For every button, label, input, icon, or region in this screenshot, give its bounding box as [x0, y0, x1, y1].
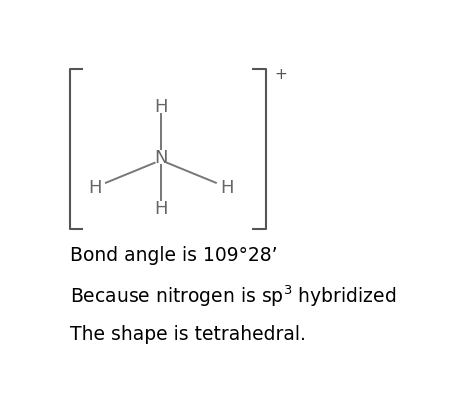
- Text: Because nitrogen is sp$^{3}$ hybridized: Because nitrogen is sp$^{3}$ hybridized: [70, 283, 396, 309]
- Text: N: N: [154, 149, 167, 167]
- Text: +: +: [274, 67, 287, 82]
- Text: H: H: [220, 179, 234, 197]
- Text: The shape is tetrahedral.: The shape is tetrahedral.: [70, 325, 306, 344]
- Text: Bond angle is 109°28’: Bond angle is 109°28’: [70, 245, 278, 264]
- Text: H: H: [154, 199, 167, 218]
- Text: H: H: [154, 98, 167, 116]
- Text: H: H: [88, 179, 101, 197]
